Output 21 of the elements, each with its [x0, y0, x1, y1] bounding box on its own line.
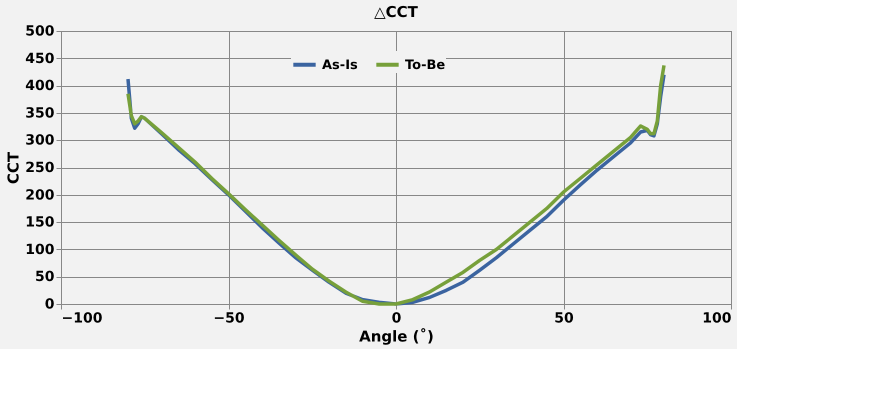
x-tick-label: −50: [213, 310, 245, 326]
x-axis-title: Angle (˚): [359, 328, 434, 346]
y-tick-label: 500: [25, 24, 55, 40]
x-tick-label: 50: [554, 310, 574, 326]
y-tick-label: 300: [25, 132, 55, 149]
legend-label: To-Be: [405, 58, 446, 73]
y-tick-label: 250: [25, 160, 55, 176]
legend-label: As-Is: [322, 58, 358, 73]
y-tick-label: 400: [25, 78, 55, 94]
y-tick-label: 350: [25, 105, 55, 122]
x-tick-label: 0: [392, 310, 402, 326]
y-axis-title: CCT: [4, 151, 22, 184]
y-tick-label: 0: [44, 296, 55, 312]
x-tick-label: −100: [62, 310, 103, 326]
y-tick-label: 200: [25, 187, 55, 204]
y-tick-label: 150: [25, 214, 55, 231]
y-tick-label: 50: [35, 269, 55, 286]
y-tick-label: 450: [25, 50, 55, 67]
chart-title: △CCT: [374, 3, 419, 21]
y-tick-label: 100: [25, 242, 55, 258]
x-tick-label: 100: [702, 310, 732, 326]
